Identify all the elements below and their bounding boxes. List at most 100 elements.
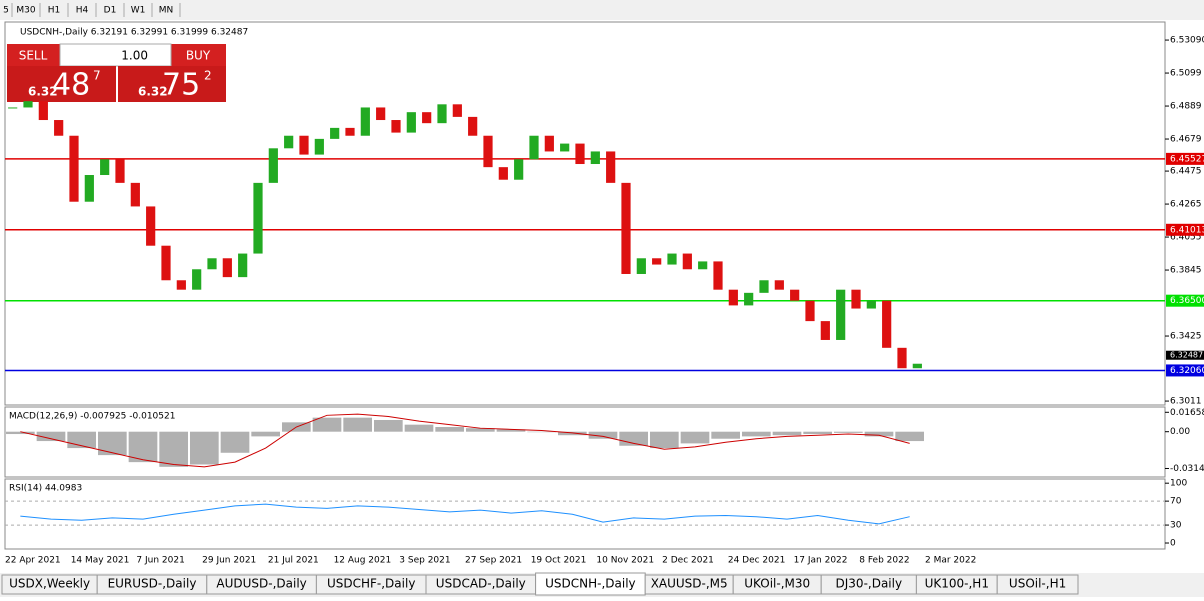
macd-bar (527, 431, 556, 433)
buy-button[interactable] (171, 44, 226, 66)
candle (483, 135, 493, 168)
y-tick-label: 6.4265 (1170, 200, 1202, 210)
candle (360, 107, 370, 136)
candle (744, 292, 754, 306)
macd-bar (435, 427, 464, 432)
rsi-line (20, 503, 910, 525)
macd-bar (558, 431, 587, 436)
tab-label: USDCHF-,Daily (327, 577, 415, 591)
y-tick-label: 70 (1170, 497, 1182, 507)
timeframe-button[interactable]: 5 (3, 6, 9, 16)
level-label: 6.36500 (1170, 296, 1204, 306)
buy-big: 6.32 (138, 85, 168, 99)
x-tick-label: 10 Nov 2021 (596, 556, 654, 566)
trade-panel: SELL BUY 1.00 6.32 48 7 6.32 75 2 (7, 43, 226, 103)
x-tick-label: 17 Jan 2022 (794, 556, 848, 566)
y-tick-label: 6.4055 (1170, 233, 1202, 243)
y-tick-label: 6.3845 (1170, 266, 1202, 276)
timeframe-button[interactable]: H1 (48, 6, 61, 16)
level-label-bg (1166, 223, 1204, 236)
toolbar (0, 0, 1204, 20)
x-tick-label: 3 Sep 2021 (399, 556, 450, 566)
candle (176, 280, 186, 290)
y-tick-label: 6.3425 (1170, 332, 1202, 342)
candle (682, 253, 692, 270)
macd-bar (650, 431, 679, 449)
y-tick-label: 0.01658 (1170, 408, 1204, 418)
candle (805, 300, 815, 322)
x-tick-label: 2 Mar 2022 (925, 556, 976, 566)
sell-text: SELL (19, 49, 48, 63)
macd-bar (466, 428, 495, 432)
candle (422, 112, 432, 124)
candle (866, 300, 876, 309)
x-tick-label: 27 Sep 2021 (465, 556, 522, 566)
timeframe-button[interactable]: M30 (16, 6, 35, 16)
sell-pips: 48 (52, 68, 90, 103)
candle (544, 135, 554, 152)
candle (330, 127, 340, 139)
sell-quote[interactable] (7, 66, 116, 102)
candle (84, 175, 94, 202)
x-tick-label: 21 Jul 2021 (268, 556, 319, 566)
candle (23, 101, 33, 108)
candle (345, 127, 355, 136)
y-tick-label: 0.00 (1170, 427, 1190, 437)
candle (514, 159, 524, 180)
candle (713, 261, 723, 290)
level-label-bg (1166, 152, 1204, 165)
macd-bar (803, 431, 832, 435)
macd-bar (496, 429, 526, 432)
y-tick-label: 6.4475 (1170, 167, 1202, 177)
candle (698, 261, 708, 270)
candle (667, 253, 677, 265)
y-tick-label: 6.4889 (1170, 102, 1202, 112)
macd-bar (680, 431, 710, 444)
tab[interactable] (996, 574, 1079, 595)
candle (728, 289, 738, 306)
y-tick-label: 6.3011 (1170, 397, 1202, 407)
x-tick-label: 12 Aug 2021 (334, 556, 392, 566)
sell-frac: 7 (93, 69, 101, 83)
candle (69, 135, 79, 202)
macd-bar (36, 431, 66, 442)
buy-quote[interactable] (118, 66, 226, 102)
macd-bar (312, 417, 342, 432)
candle (54, 120, 64, 136)
last-price-bg (1166, 350, 1204, 360)
y-tick-label: 30 (1170, 521, 1182, 531)
candle (897, 347, 907, 369)
sell-big: 6.32 (28, 85, 58, 99)
candle (299, 135, 309, 155)
macd-bar (128, 431, 158, 463)
timeframe-button[interactable]: D1 (104, 6, 117, 16)
buy-frac: 2 (204, 69, 212, 83)
candle (790, 289, 800, 301)
candle (8, 107, 18, 109)
tab-label: USDX,Weekly (9, 577, 90, 591)
last-price: 6.32487 (1170, 351, 1203, 360)
timeframe-button[interactable]: W1 (131, 6, 146, 16)
candle (836, 289, 846, 340)
macd-bar (6, 431, 35, 435)
rsi-panel (4, 478, 1166, 550)
candle (882, 300, 892, 348)
timeframe-button[interactable]: H4 (76, 6, 89, 16)
candle (207, 258, 217, 270)
chart-header: USDCNH-,Daily 6.32191 6.32991 6.31999 6.… (20, 28, 248, 38)
level-label-bg (1166, 364, 1204, 377)
macd-bar (834, 431, 863, 433)
y-tick-label: 0 (1170, 539, 1176, 549)
candle (437, 104, 447, 124)
timeframe-button[interactable]: MN (159, 6, 174, 16)
candle (529, 135, 539, 160)
tab-label: XAUUSD-,M5 (651, 577, 728, 591)
rsi-label: RSI(14) 44.0983 (9, 484, 82, 494)
macd-bar (159, 431, 188, 467)
volume-box[interactable] (59, 43, 172, 67)
sell-button[interactable] (7, 44, 60, 66)
candle (314, 138, 324, 155)
macd-signal (20, 413, 910, 468)
